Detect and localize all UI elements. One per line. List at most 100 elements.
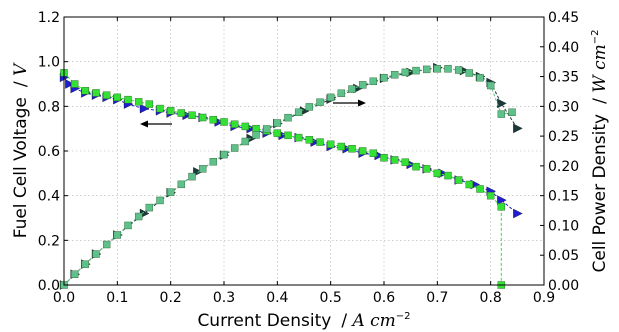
- data-point-square: [252, 124, 260, 133]
- data-point-triangle: [497, 195, 507, 205]
- data-point-square: [476, 185, 484, 193]
- data-point-square: [230, 120, 239, 128]
- data-point-square: [348, 85, 356, 93]
- data-point-square: [124, 95, 132, 104]
- data-point-square: [284, 113, 292, 122]
- data-point-square: [497, 110, 506, 118]
- data-point-square: [145, 203, 154, 212]
- data-point-square: [412, 66, 420, 75]
- y-left-tick-label: 0.8: [38, 99, 60, 115]
- data-point-square: [188, 111, 196, 119]
- data-point-square: [102, 91, 111, 99]
- y-right-tick-label: 0.20: [548, 159, 579, 175]
- data-point-square: [337, 89, 346, 97]
- data-point-square: [273, 119, 282, 127]
- x-axis-label: Current Density / A cm−2: [197, 311, 410, 331]
- data-point-square: [508, 108, 516, 116]
- y-right-tick-label: 0.00: [548, 278, 579, 294]
- y-left-tick-label: 1.0: [38, 55, 60, 71]
- data-point-square: [198, 113, 207, 122]
- data-point-triangle: [513, 123, 523, 134]
- data-point-square: [454, 66, 463, 74]
- data-point-square: [198, 165, 207, 173]
- x-tick-label: 0.0: [53, 290, 75, 306]
- tick-layer: 0.0 0.1 0.2 0.3 0.4 0.5 0.6 0.7 0.8 0.90.00.20.40…: [38, 10, 579, 306]
- arrow-left-voltage: [140, 120, 172, 128]
- data-point-square: [369, 149, 378, 157]
- data-point-square: [444, 65, 452, 73]
- data-point-square: [401, 158, 410, 166]
- data-point-square: [177, 180, 186, 189]
- x-tick-label: 0.4: [266, 290, 288, 306]
- data-point-square: [81, 260, 90, 268]
- data-point-square: [134, 212, 143, 221]
- data-point-square: [465, 180, 474, 189]
- data-point-square: [401, 68, 410, 77]
- data-point-square: [326, 93, 335, 102]
- data-point-square: [145, 100, 154, 108]
- y-right-tick-label: 0.30: [548, 99, 579, 115]
- data-point-square: [166, 188, 175, 196]
- data-point-square: [230, 144, 239, 152]
- data-point-square: [305, 103, 314, 111]
- y-left-tick-label: 0.0: [38, 278, 60, 294]
- data-point-square: [316, 98, 324, 106]
- data-point-square: [92, 89, 100, 97]
- data-point-square: [252, 131, 260, 139]
- series-voltage-square: [60, 69, 506, 289]
- data-point-square: [156, 196, 164, 205]
- data-point-square: [326, 140, 335, 149]
- data-point-square: [316, 138, 324, 146]
- data-point-square: [422, 65, 431, 74]
- data-point-square: [113, 93, 122, 102]
- x-tick-label: 0.3: [213, 290, 235, 306]
- data-point-square: [294, 108, 303, 116]
- data-point-square: [220, 150, 228, 159]
- data-point-square: [92, 250, 100, 258]
- data-point-square: [241, 122, 250, 131]
- data-point-square: [337, 142, 346, 151]
- data-point-square: [390, 156, 399, 164]
- data-point-square: [188, 172, 196, 181]
- arrow-layer: [140, 99, 366, 128]
- data-point-square: [262, 125, 271, 133]
- data-point-square: [348, 145, 356, 153]
- y-left-tick-label: 0.4: [38, 189, 60, 205]
- x-tick-label: 0.1: [106, 290, 128, 306]
- y-right-tick-label: 0.35: [548, 70, 579, 86]
- data-point-square: [81, 86, 90, 95]
- x-tick-label: 0.9: [533, 290, 555, 306]
- data-point-square: [305, 136, 314, 144]
- data-point-triangle: [513, 208, 523, 219]
- data-point-square: [412, 162, 420, 171]
- x-tick-label: 0.6: [373, 290, 395, 306]
- data-point-triangle: [65, 79, 75, 89]
- data-point-square: [209, 116, 218, 124]
- data-point-square: [433, 65, 442, 73]
- data-point-square: [444, 171, 452, 180]
- data-point-square: [124, 221, 132, 230]
- data-point-square: [102, 240, 111, 249]
- data-point-square: [380, 153, 388, 162]
- y-right-tick-label: 0.45: [548, 10, 579, 26]
- data-point-square: [465, 69, 474, 77]
- data-point-square: [273, 129, 282, 137]
- data-point-triangle: [139, 103, 150, 114]
- series-layer: [59, 62, 523, 290]
- data-point-square: [486, 81, 495, 90]
- data-point-square: [358, 147, 367, 155]
- data-point-square: [70, 80, 79, 88]
- series-line: [63, 76, 518, 214]
- data-point-square: [454, 176, 463, 184]
- series-voltage-triangle: [59, 72, 523, 219]
- data-point-square: [476, 74, 484, 82]
- data-point-square: [241, 137, 250, 146]
- data-point-square: [70, 270, 79, 278]
- data-point-square: [433, 169, 442, 178]
- data-point-square: [369, 77, 378, 86]
- y-left-tick-label: 0.2: [38, 233, 60, 249]
- data-point-square: [390, 71, 399, 79]
- data-point-square: [166, 107, 175, 115]
- y-axis-right-label: Cell Power Density/ W cm−2: [590, 29, 610, 272]
